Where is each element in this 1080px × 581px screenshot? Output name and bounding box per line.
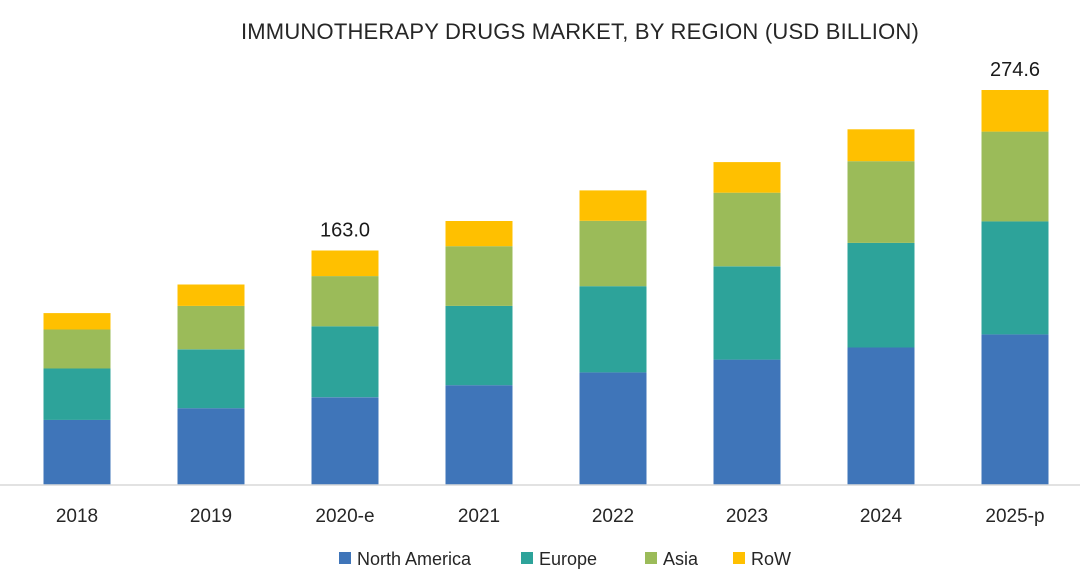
data-labels-layer: 163.0 274.6 — [320, 59, 1040, 242]
bars-layer — [43, 90, 1049, 485]
legend-item-asia: Asia — [645, 549, 699, 569]
bar-segment-asia-2018 — [43, 329, 111, 369]
chart-title: IMMUNOTHERAPY DRUGS MARKET, BY REGION (U… — [241, 19, 919, 44]
legend-item-europe: Europe — [521, 549, 597, 569]
bar-segment-north-america-2019 — [177, 408, 245, 485]
bar-segment-europe-2024 — [847, 242, 915, 348]
x-tick-label-2024: 2024 — [860, 506, 903, 527]
legend-item-north-america: North America — [339, 549, 472, 569]
legend-label-asia: Asia — [663, 549, 699, 569]
legend-label-europe: Europe — [539, 549, 597, 569]
legend-label-row: RoW — [751, 549, 791, 569]
bar-segment-north-america-2020-e — [311, 397, 379, 485]
x-tick-label-2025-p: 2025-p — [985, 506, 1044, 527]
x-tick-label-2018: 2018 — [56, 506, 98, 527]
bar-segment-row-2022 — [579, 190, 647, 221]
bar-segment-north-america-2022 — [579, 372, 647, 485]
bar-segment-europe-2022 — [579, 286, 647, 373]
bar-segment-north-america-2018 — [43, 419, 111, 485]
bar-segment-europe-2025-p — [981, 221, 1049, 335]
legend-swatch-row — [733, 552, 745, 564]
bar-segment-europe-2019 — [177, 349, 245, 409]
bar-segment-asia-2020-e — [311, 276, 379, 327]
bar-segment-row-2021 — [445, 221, 513, 247]
bar-segment-europe-2023 — [713, 266, 781, 360]
bar-segment-asia-2025-p — [981, 131, 1049, 222]
legend-item-row: RoW — [733, 549, 791, 569]
legend-swatch-asia — [645, 552, 657, 564]
bar-segment-row-2023 — [713, 162, 781, 193]
x-tick-label-2023: 2023 — [726, 506, 768, 527]
bar-segment-asia-2024 — [847, 161, 915, 243]
x-tick-label-2020-e: 2020-e — [315, 506, 374, 527]
bar-segment-north-america-2025-p — [981, 334, 1049, 485]
legend-swatch-europe — [521, 552, 533, 564]
total-label-2025-p: 274.6 — [990, 59, 1040, 81]
x-axis-ticks: 2018 2019 2020-e 2021 2022 2023 2024 2025-p — [56, 506, 1045, 527]
bar-segment-row-2020-e — [311, 250, 379, 277]
legend: North America Europe Asia RoW — [339, 549, 791, 569]
x-tick-label-2022: 2022 — [592, 506, 634, 527]
bar-segment-europe-2021 — [445, 305, 513, 386]
total-label-2020-e: 163.0 — [320, 220, 370, 242]
bar-segment-asia-2019 — [177, 305, 245, 350]
bar-segment-row-2018 — [43, 313, 111, 330]
legend-swatch-north-america — [339, 552, 351, 564]
bar-segment-row-2019 — [177, 284, 245, 306]
bar-segment-north-america-2021 — [445, 385, 513, 485]
bar-segment-europe-2020-e — [311, 326, 379, 398]
bar-segment-row-2024 — [847, 129, 915, 162]
bar-segment-row-2025-p — [981, 90, 1049, 132]
x-tick-label-2019: 2019 — [190, 506, 232, 527]
legend-label-north-america: North America — [357, 549, 472, 569]
bar-segment-europe-2018 — [43, 368, 111, 420]
bar-segment-asia-2022 — [579, 220, 647, 287]
bar-segment-asia-2023 — [713, 192, 781, 267]
x-tick-label-2021: 2021 — [458, 506, 500, 527]
bar-segment-north-america-2023 — [713, 359, 781, 485]
bar-segment-north-america-2024 — [847, 347, 915, 485]
bar-segment-asia-2021 — [445, 246, 513, 306]
